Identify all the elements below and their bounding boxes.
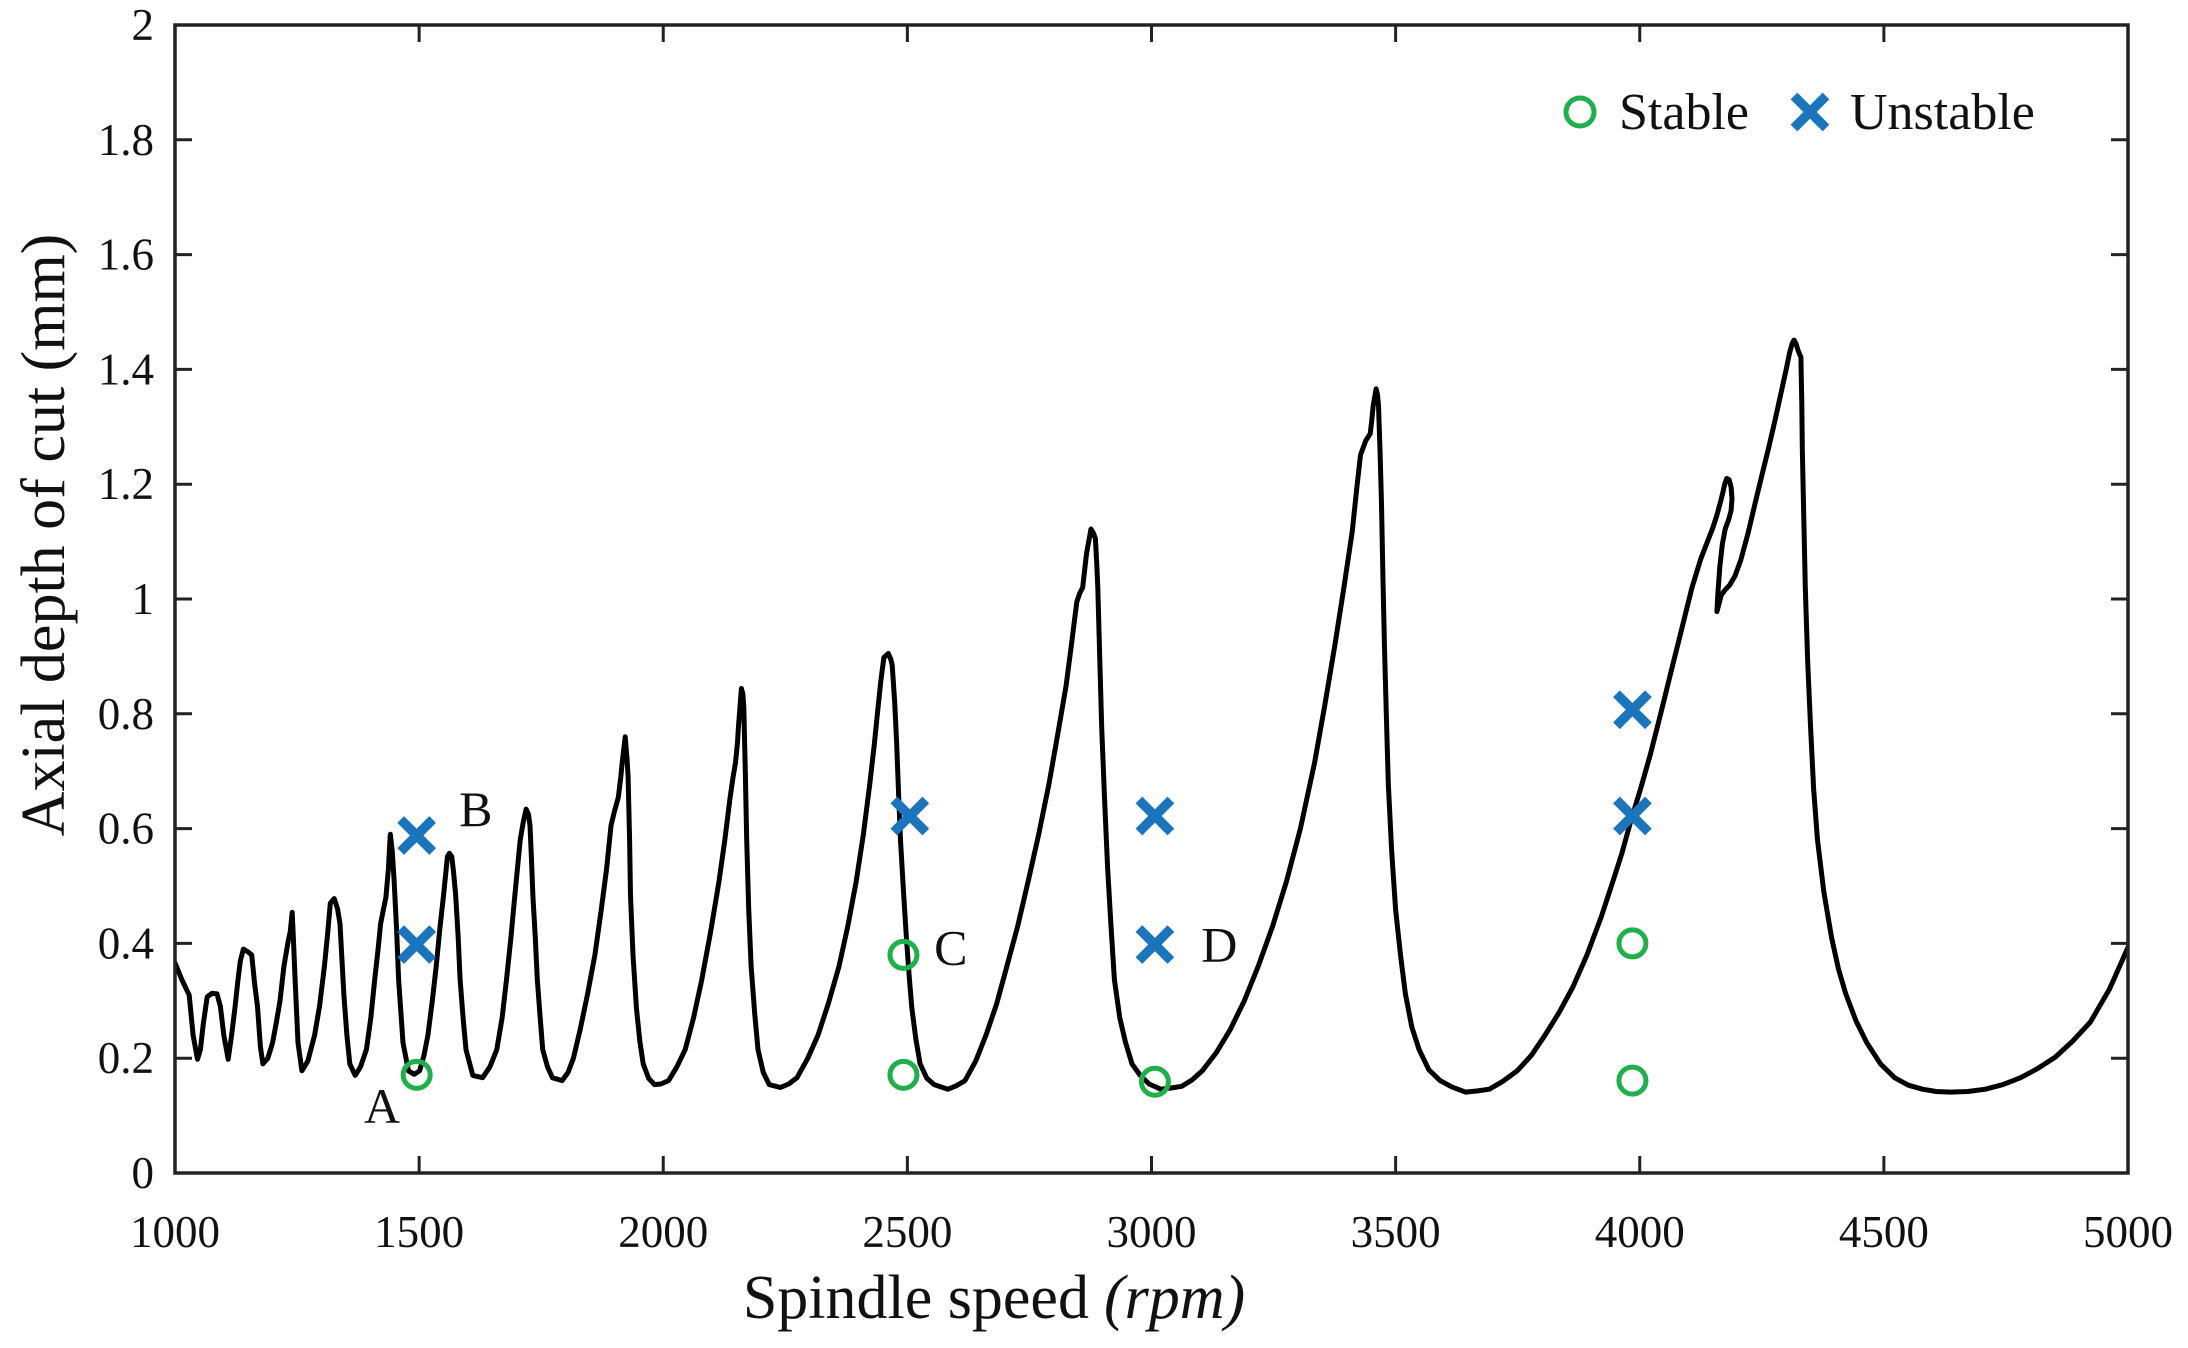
unstable-point <box>397 925 437 964</box>
x-tick-label: 2000 <box>618 1207 708 1257</box>
y-tick-label: 1.4 <box>98 344 154 394</box>
y-tick-label: 1.2 <box>98 459 154 509</box>
y-tick-label: 0 <box>132 1148 155 1198</box>
y-tick-label: 0.2 <box>98 1033 154 1083</box>
unstable-point <box>1135 925 1175 964</box>
x-tick-label: 4500 <box>1839 1207 1929 1257</box>
unstable-point <box>890 796 930 836</box>
stable-point <box>1138 1065 1171 1098</box>
plot-area-box <box>173 23 2130 1175</box>
y-tick-label: 0.6 <box>98 804 154 854</box>
unstable-point <box>1613 690 1652 730</box>
point-annotation: A <box>364 1078 400 1134</box>
stable-point <box>887 1058 920 1091</box>
x-axis-label-text: Spindle speed <box>743 1264 1089 1332</box>
y-tick-label: 1.8 <box>98 115 154 165</box>
x-axis-label-unit: (rpm) <box>1104 1264 1245 1332</box>
legend-unstable-label: Unstable <box>1850 84 2035 141</box>
legend-stable-marker <box>1563 95 1597 129</box>
legend-unstable-marker <box>1790 92 1830 132</box>
x-tick-label: 3500 <box>1351 1207 1441 1257</box>
point-annotation: C <box>934 919 967 975</box>
legend: Stable Unstable <box>1563 84 2035 141</box>
tick-marks <box>173 23 2130 1175</box>
unstable-point <box>1613 796 1652 836</box>
tick-labels: 1000 1500 2000 2500 3000 3500 4000 4500 5000 0 0.2… <box>98 0 2173 1257</box>
x-tick-label: 4000 <box>1595 1207 1685 1257</box>
x-tick-label: 2500 <box>862 1207 952 1257</box>
curve-layer <box>175 337 2128 1095</box>
point-annotations: A B C D <box>364 781 1237 1134</box>
point-annotation: B <box>459 781 492 837</box>
x-tick-label: 1500 <box>374 1207 464 1257</box>
y-tick-label: 1 <box>132 574 155 624</box>
y-tick-label: 0.8 <box>98 689 154 739</box>
unstable-point <box>397 816 437 855</box>
stable-point <box>400 1058 433 1091</box>
y-tick-label: 2 <box>132 0 155 50</box>
scatter-points <box>397 690 1652 1098</box>
unstable-point <box>1135 796 1175 836</box>
stable-point <box>1616 927 1649 960</box>
stable-point <box>1616 1064 1649 1097</box>
y-tick-label: 1.6 <box>98 230 154 280</box>
x-tick-label: 1000 <box>130 1207 220 1257</box>
x-tick-label: 3000 <box>1107 1207 1197 1257</box>
stable-point <box>887 938 920 971</box>
point-annotation: D <box>1201 917 1237 973</box>
y-tick-label: 0.4 <box>98 918 154 968</box>
y-axis-label: Axial depth of cut (mm) <box>10 234 78 837</box>
x-tick-label: 5000 <box>2083 1207 2173 1257</box>
stability-lobe-curve <box>175 337 2128 1095</box>
x-axis-label: Spindle speed (rpm) <box>743 1264 1245 1332</box>
legend-stable-label: Stable <box>1619 84 1749 141</box>
